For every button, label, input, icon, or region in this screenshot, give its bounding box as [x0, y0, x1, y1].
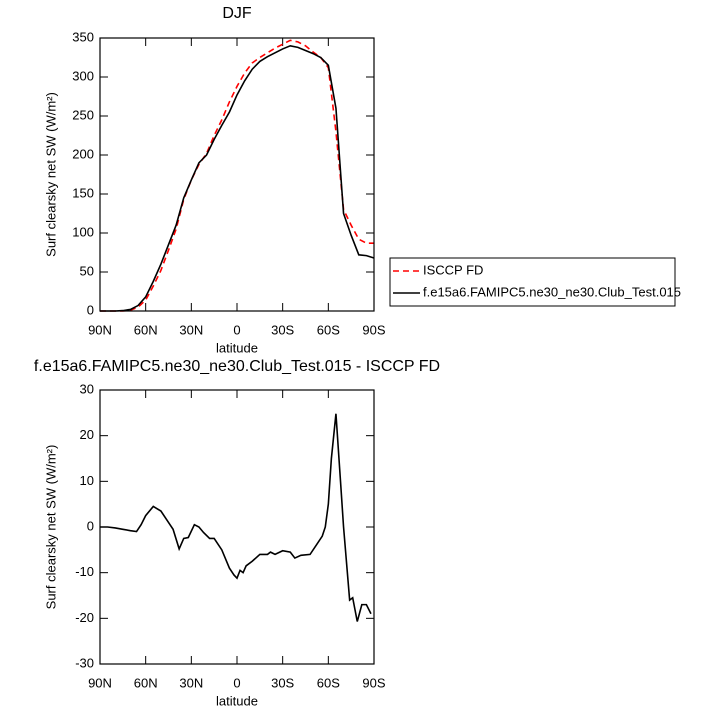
y-tick-label: 10	[80, 473, 94, 488]
chart-title: DJF	[222, 5, 252, 22]
x-tick-label: 60N	[134, 322, 158, 337]
x-tick-label: 90S	[362, 322, 385, 337]
x-tick-label: 90N	[88, 322, 112, 337]
legend-label: ISCCP FD	[423, 262, 483, 277]
y-tick-label: 150	[72, 185, 94, 200]
plot-frame	[99, 389, 375, 665]
y-tick-label: 0	[87, 302, 94, 317]
x-tick-label: 30S	[271, 322, 294, 337]
x-tick-label: 30S	[271, 675, 294, 690]
y-axis-label: Surf clearsky net SW (W/m²)	[43, 92, 58, 257]
y-tick-label: 100	[72, 224, 94, 239]
y-tick-label: -20	[75, 610, 94, 625]
x-axis-label: latitude	[216, 693, 258, 708]
legend-label: f.e15a6.FAMIPC5.ne30_ne30.Club_Test.015	[423, 284, 681, 299]
plot-frame	[99, 37, 375, 312]
x-axis-label: latitude	[216, 340, 258, 355]
y-tick-label: 30	[80, 381, 94, 396]
y-tick-label: 300	[72, 68, 94, 83]
x-tick-label: 90N	[88, 675, 112, 690]
y-tick-label: 200	[72, 146, 94, 161]
legend-box	[389, 257, 676, 307]
x-tick-label: 60S	[317, 322, 340, 337]
x-tick-label: 0	[233, 322, 240, 337]
y-tick-label: 50	[80, 263, 94, 278]
x-tick-label: 30N	[179, 675, 203, 690]
chart: f.e15a6.FAMIPC5.ne30_ne30.Club_Test.015 …	[34, 358, 440, 708]
chart: DJF latitude Surf clearsky net SW (W/m²) 0 5…	[43, 5, 681, 355]
data-line	[100, 413, 372, 622]
x-tick-label: 60S	[317, 675, 340, 690]
data-line	[100, 44, 375, 312]
x-tick-label: 60N	[134, 675, 158, 690]
y-tick-label: 20	[80, 427, 94, 442]
x-tick-label: 90S	[362, 675, 385, 690]
chart-title: f.e15a6.FAMIPC5.ne30_ne30.Club_Test.015 …	[34, 358, 440, 375]
y-tick-label: 250	[72, 107, 94, 122]
y-tick-label: -30	[75, 655, 94, 670]
y-tick-label: 0	[87, 518, 94, 533]
data-line	[100, 39, 374, 312]
y-tick-label: 350	[72, 29, 94, 44]
x-tick-label: 0	[233, 675, 240, 690]
y-axis-label: Surf clearsky net SW (W/m²)	[43, 445, 58, 610]
y-tick-label: -10	[75, 564, 94, 579]
x-tick-label: 30N	[179, 322, 203, 337]
